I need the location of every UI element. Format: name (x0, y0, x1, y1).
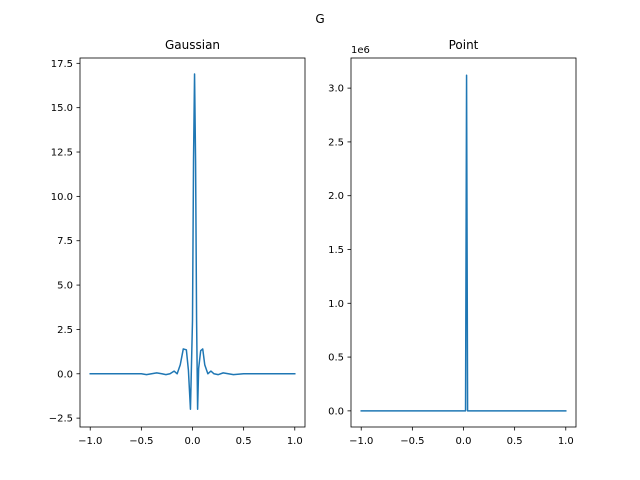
series-line (89, 73, 296, 411)
x-tick-label: 0.0 (185, 436, 201, 447)
y-tick-label: 7.5 (57, 236, 73, 247)
y-tick-label: 12.5 (51, 148, 73, 159)
y-tick-label: 10.0 (51, 192, 73, 203)
x-tick-label: −0.5 (400, 436, 424, 447)
axes-title: Gaussian (165, 38, 220, 52)
x-tick-label: −0.5 (129, 436, 153, 447)
axes-title: Point (449, 38, 479, 52)
y-tick-label: 0.0 (57, 369, 73, 380)
subplot-point: −1.0 −0.5 0.0 0.5 1.0 0.0 0.5 1.0 1.5 2.0 2.5 3.0 Po… (328, 38, 577, 447)
y-offset-label: 1e6 (351, 45, 370, 56)
x-tick-label: 1.0 (558, 436, 574, 447)
y-tick-label: 0.0 (328, 406, 344, 417)
y-tick-label: 5.0 (57, 281, 73, 292)
y-tick-label: 2.5 (57, 325, 73, 336)
y-tick-label: 1.0 (328, 299, 344, 310)
x-tick-label: 0.0 (456, 436, 472, 447)
x-tick-label: −1.0 (349, 436, 373, 447)
y-tick-label: 2.5 (328, 137, 344, 148)
y-tick-label: 17.5 (51, 59, 73, 70)
y-tick-label: −2.5 (49, 414, 73, 425)
x-tick-label: −1.0 (78, 436, 102, 447)
series-line (360, 74, 567, 412)
x-tick-label: 1.0 (287, 436, 303, 447)
y-tick-label: 0.5 (328, 353, 344, 364)
axes-frame (350, 57, 577, 428)
y-tick-label: 15.0 (51, 103, 73, 114)
x-tick-label: 0.5 (507, 436, 523, 447)
x-tick-label: 0.5 (236, 436, 252, 447)
subplot-gaussian: −1.0 −0.5 0.0 0.5 1.0 −2.5 0.0 2.5 5.0 7.5 10.0 12.… (49, 38, 306, 447)
y-tick-label: 1.5 (328, 245, 344, 256)
y-tick-label: 2.0 (328, 191, 344, 202)
figure-title: G (315, 12, 324, 26)
y-tick-label: 3.0 (328, 84, 344, 95)
